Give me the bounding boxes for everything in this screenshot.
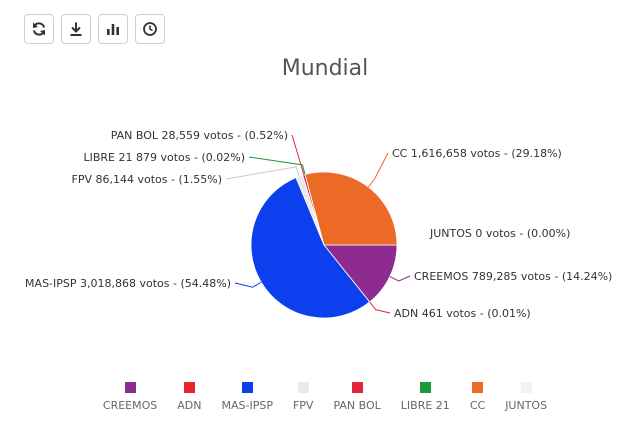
pie-slice-cc[interactable] (304, 171, 398, 246)
legend-label: ADN (177, 399, 202, 412)
legend-item-libre-21[interactable]: LIBRE 21 (401, 382, 450, 412)
connector-pan-bol (291, 134, 305, 175)
legend-label: FPV (292, 399, 314, 412)
data-label-libre-21: LIBRE 21 879 votos - (0.02%) (84, 151, 246, 164)
legend-swatch (520, 382, 532, 393)
legend-swatch (419, 382, 431, 393)
data-label-cc: CC 1,616,658 votos - (29.18%) (392, 147, 562, 160)
legend-item-juntos[interactable]: JUNTOS (505, 382, 547, 412)
legend-label: MAS-IPSP (221, 399, 273, 412)
download-button[interactable] (61, 14, 91, 44)
refresh-button[interactable] (24, 14, 54, 44)
download-icon (70, 22, 82, 36)
clock-icon (143, 22, 157, 36)
data-label-creemos: CREEMOS 789,285 votos - (14.24%) (414, 270, 612, 283)
history-button[interactable] (135, 14, 165, 44)
data-label-pan-bol: PAN BOL 28,559 votos - (0.52%) (111, 129, 288, 142)
legend-label: CREEMOS (102, 399, 158, 412)
legend-item-adn[interactable]: ADN (177, 382, 202, 412)
connector-creemos (389, 275, 411, 282)
legend-swatch (183, 382, 195, 393)
refresh-icon (33, 22, 45, 36)
connector-libre-21 (248, 156, 306, 175)
connector-cc (368, 152, 389, 188)
legend-item-mas-ipsp[interactable]: MAS-IPSP (222, 382, 273, 412)
data-label-adn: ADN 461 votos - (0.01%) (394, 307, 531, 320)
legend-swatch (124, 382, 136, 393)
bar-chart-icon (107, 24, 119, 35)
connector-adn (369, 301, 391, 314)
data-label-fpv: FPV 86,144 votos - (1.55%) (72, 173, 222, 186)
legend-item-cc[interactable]: CC (470, 382, 485, 412)
legend-swatch (241, 382, 253, 393)
legend-label: JUNTOS (505, 399, 548, 412)
legend-label: LIBRE 21 (400, 399, 450, 412)
legend: CREEMOS ADN MAS-IPSP FPV PAN BOL LIBRE 21 CC JU… (0, 382, 640, 412)
connector-fpv (225, 166, 300, 180)
data-label-juntos: JUNTOS 0 votos - (0.00%) (429, 227, 570, 240)
legend-label: CC (469, 399, 486, 412)
chart-type-button[interactable] (98, 14, 128, 44)
legend-item-fpv[interactable]: FPV (292, 382, 314, 412)
legend-item-pan-bol[interactable]: PAN BOL (333, 382, 381, 412)
legend-swatch (351, 382, 363, 393)
chart-title: Mundial (281, 56, 369, 81)
legend-swatch (472, 382, 483, 393)
legend-label: PAN BOL (333, 399, 381, 412)
legend-swatch (297, 382, 309, 393)
legend-item-creemos[interactable]: CREEMOS (103, 382, 157, 412)
toolbar (24, 14, 165, 44)
data-label-mas-ipsp: MAS-IPSP 3,018,868 votos - (54.48%) (25, 277, 231, 290)
connector-mas-ipsp (234, 281, 262, 288)
